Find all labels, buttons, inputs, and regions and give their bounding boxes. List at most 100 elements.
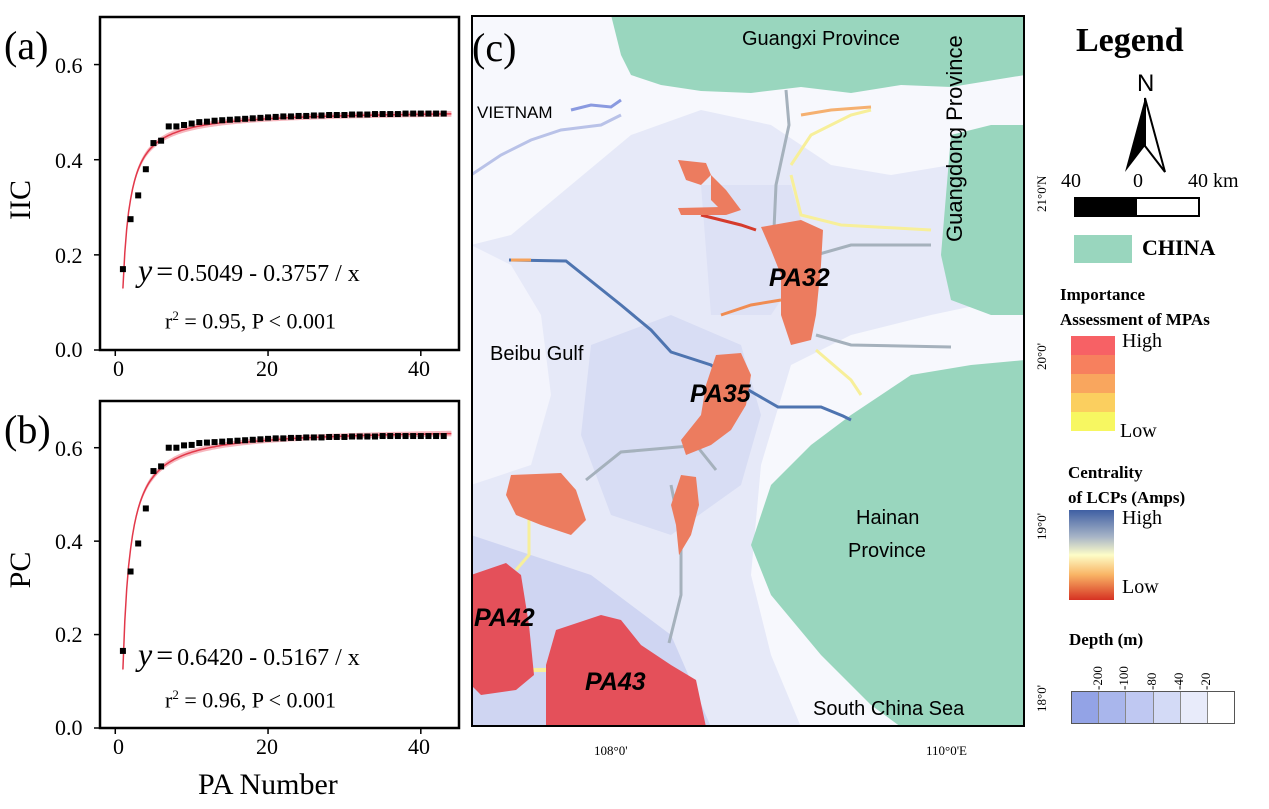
data-point bbox=[150, 140, 157, 147]
label-vietnam: VIETNAM bbox=[477, 103, 553, 122]
data-point bbox=[402, 110, 409, 117]
mpa-pa32 bbox=[761, 220, 823, 345]
panel-a-ytick: 0.6 bbox=[55, 53, 83, 78]
data-point bbox=[226, 438, 233, 445]
data-point bbox=[318, 434, 325, 441]
chart-a-marks bbox=[94, 63, 452, 356]
data-point bbox=[371, 111, 378, 118]
panel-b-ytick: 0.0 bbox=[55, 715, 83, 740]
china-swatch bbox=[1074, 235, 1132, 263]
data-point bbox=[119, 647, 126, 654]
scale-right: 40 km bbox=[1188, 170, 1239, 192]
data-point bbox=[219, 117, 226, 124]
data-point bbox=[234, 437, 241, 444]
panel-b-xtick: 20 bbox=[256, 734, 278, 759]
scale-bar bbox=[1074, 197, 1200, 217]
mpa-small bbox=[671, 475, 699, 555]
mpa-pa43 bbox=[546, 615, 706, 727]
label-guangdong: Guangdong Province bbox=[942, 35, 967, 242]
centrality-title-2: of LCPs (Amps) bbox=[1068, 488, 1186, 507]
coord-lat-21: 21°0'N bbox=[1034, 175, 1049, 212]
data-point bbox=[173, 123, 180, 130]
lcp-corridor bbox=[585, 443, 702, 482]
coord-lat-19: 19°0' bbox=[1034, 512, 1049, 540]
data-point bbox=[165, 444, 172, 451]
data-point bbox=[265, 435, 272, 442]
lcp-corridor-low bbox=[789, 174, 932, 232]
importance-swatch-1 bbox=[1071, 355, 1115, 374]
data-point bbox=[158, 463, 165, 470]
centrality-high: High bbox=[1122, 507, 1162, 529]
coord-lat-20: 20°0' bbox=[1034, 342, 1049, 370]
panel-b-ytick: 0.4 bbox=[55, 529, 83, 554]
data-point bbox=[394, 433, 401, 440]
lcp-corridor-low bbox=[789, 108, 872, 166]
data-point bbox=[333, 111, 340, 118]
panel-a-equation: y = 0.5049 - 0.3757 / x bbox=[138, 252, 360, 288]
data-point bbox=[379, 433, 386, 440]
label-pa43: PA43 bbox=[585, 668, 646, 696]
importance-swatch-0 bbox=[1071, 336, 1115, 355]
panel-a-xtick: 40 bbox=[408, 356, 430, 381]
panel-b-xtick: 0 bbox=[113, 734, 124, 759]
centrality-low: Low bbox=[1122, 576, 1159, 598]
data-point bbox=[242, 115, 249, 122]
data-point bbox=[433, 433, 440, 440]
data-point bbox=[310, 112, 317, 119]
lcp-corridor-low-red bbox=[700, 213, 757, 232]
data-point bbox=[417, 433, 424, 440]
chart-panel-a bbox=[94, 15, 461, 734]
importance-low: Low bbox=[1120, 420, 1157, 442]
data-point bbox=[425, 433, 432, 440]
importance-swatch-3 bbox=[1071, 393, 1115, 412]
mpa-small bbox=[678, 207, 726, 215]
importance-title-2: Assessment of MPAs bbox=[1060, 310, 1210, 329]
data-point bbox=[150, 468, 157, 475]
legend-title: Legend bbox=[1076, 22, 1184, 59]
data-point bbox=[272, 435, 279, 442]
centrality-title-1: Centrality bbox=[1068, 463, 1143, 482]
depth-swatch-4 bbox=[1180, 692, 1208, 723]
north-label: N bbox=[1137, 70, 1155, 97]
coord-lon-110: 110°0'E bbox=[926, 743, 967, 758]
label-hainan-province: Province bbox=[848, 540, 926, 562]
data-point bbox=[410, 110, 417, 117]
panel-b-stats: r2 = 0.96, P < 0.001 bbox=[165, 687, 337, 713]
data-point bbox=[364, 433, 371, 440]
mpa-small bbox=[506, 473, 586, 535]
panel-a-stats: r2 = 0.95, P < 0.001 bbox=[165, 308, 337, 334]
lcp-corridor bbox=[815, 333, 952, 349]
label-pa42: PA42 bbox=[474, 604, 535, 632]
panel-a-ytick: 0.4 bbox=[55, 148, 83, 173]
data-point bbox=[181, 442, 188, 449]
data-point bbox=[341, 111, 348, 118]
chart-b-marks bbox=[94, 430, 452, 734]
lcp-corridor-low bbox=[514, 515, 531, 571]
panel-b-ytick: 0.6 bbox=[55, 436, 83, 461]
panel-a-ytick: 0.0 bbox=[55, 337, 83, 362]
panel-c-letter: (c) bbox=[472, 25, 517, 70]
guangxi-land bbox=[611, 15, 1025, 93]
depth-label: -200 bbox=[1090, 666, 1105, 690]
coord-lat-18: 18°0' bbox=[1034, 684, 1049, 712]
depth-label: -100 bbox=[1116, 666, 1131, 690]
data-point bbox=[303, 434, 310, 441]
depth-label: -80 bbox=[1144, 672, 1159, 690]
panel-a-frame bbox=[98, 15, 461, 352]
depth-label: -20 bbox=[1198, 672, 1213, 690]
depth-label: -40 bbox=[1171, 672, 1186, 690]
map-panel-c bbox=[471, 15, 1025, 727]
depth-swatch-1 bbox=[1099, 692, 1127, 723]
data-point bbox=[295, 112, 302, 119]
label-beibu-gulf: Beibu Gulf bbox=[490, 343, 584, 365]
lcp-corridor-mid bbox=[800, 105, 872, 117]
mpa-pa35 bbox=[681, 353, 751, 455]
depth-title: Depth (m) bbox=[1069, 630, 1144, 649]
data-point bbox=[280, 113, 287, 120]
data-point bbox=[173, 444, 180, 451]
hainan-land bbox=[751, 360, 1025, 727]
scale-mid: 0 bbox=[1133, 170, 1143, 192]
data-point bbox=[356, 111, 363, 118]
importance-swatches bbox=[1071, 336, 1115, 431]
lcp-corridor-low bbox=[815, 348, 863, 396]
